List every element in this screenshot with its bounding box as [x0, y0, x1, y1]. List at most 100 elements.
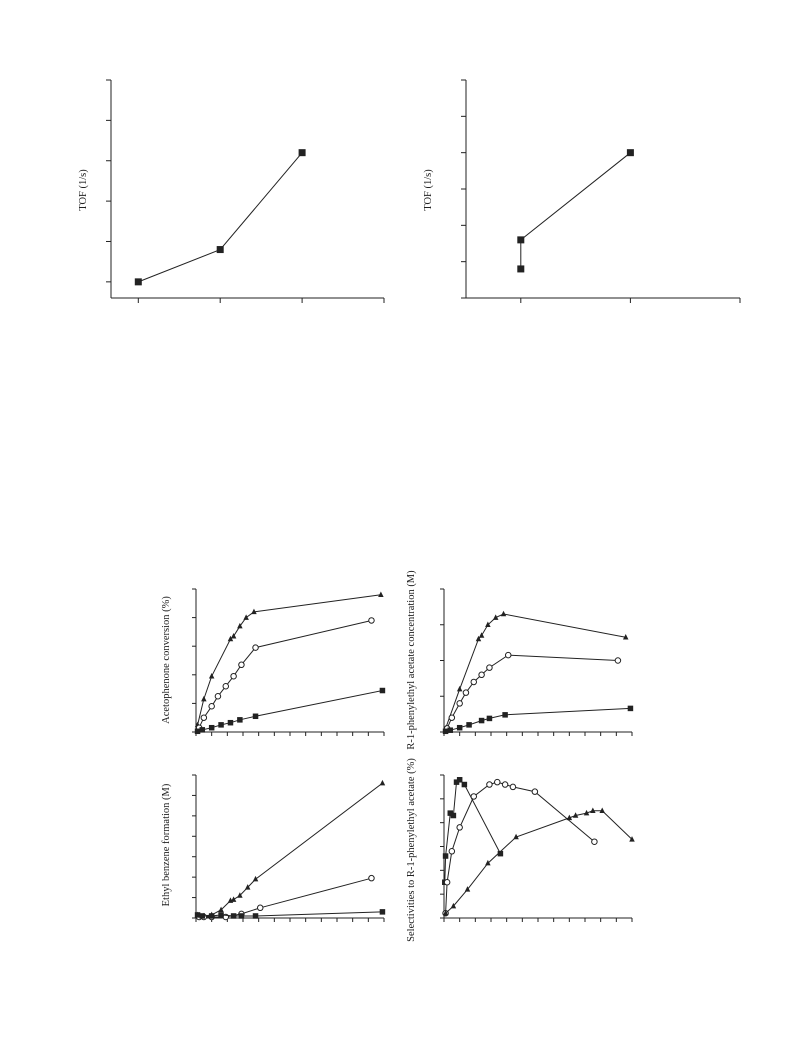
square-data-point [497, 850, 504, 857]
square-data-point [199, 727, 206, 733]
triangle-data-point [572, 812, 579, 818]
triangle-data-point [478, 632, 485, 638]
triangle-data-point [475, 635, 482, 642]
y-axis-label: Selectivities to R-1-phenylethyl acetate… [406, 758, 417, 942]
square-data-point [208, 724, 215, 731]
chart-bottom-left: Ethyl benzene formation (M) [161, 774, 386, 922]
square-series-line [520, 152, 631, 269]
circle-data-point [214, 693, 222, 700]
square-data-point [208, 913, 215, 919]
square-data-point [486, 715, 493, 722]
y-axis-label: Ethyl benzene formation (M) [161, 783, 172, 906]
triangle-series-line [445, 810, 633, 914]
circle-data-point [509, 783, 517, 791]
triangle-data-point [629, 836, 635, 842]
square-data-point [134, 278, 142, 286]
triangle-data-point [622, 634, 629, 640]
square-data-point [194, 728, 201, 735]
square-data-point [517, 236, 525, 244]
square-data-point [237, 717, 243, 723]
triangle-data-point [599, 807, 605, 813]
circle-data-point [462, 689, 470, 696]
y-axis-label: Acetophenone conversion (%) [161, 596, 172, 724]
circle-data-point [494, 778, 501, 786]
circle-data-point [531, 788, 539, 795]
chart-middle-left: Acetophenone conversion (%) [161, 588, 386, 736]
square-data-point [478, 717, 485, 724]
square-data-point [199, 913, 206, 919]
circle-data-point [456, 824, 463, 831]
square-data-point [442, 853, 449, 859]
square-data-point [218, 722, 224, 728]
y-axis-label: TOF (1/s) [423, 169, 434, 211]
circle-data-point [591, 838, 598, 845]
circle-data-point [208, 703, 215, 710]
circle-data-point [222, 682, 230, 690]
square-data-point [227, 719, 234, 726]
chart-top-right: TOF (1/s) [423, 79, 741, 303]
circle-data-point [478, 671, 485, 679]
triangle-data-point [230, 896, 237, 902]
triangle-data-point [218, 906, 224, 913]
square-data-point [447, 810, 454, 816]
circle-series-line [446, 654, 618, 729]
triangle-data-point [237, 892, 243, 898]
triangle-series-line [197, 782, 383, 917]
triangle-data-point [456, 685, 463, 692]
y-axis-label: R-1-phenylethyl acetate concentration (M… [406, 570, 417, 750]
triangle-data-point [230, 632, 237, 639]
circle-data-point [614, 657, 622, 664]
circle-data-point [448, 714, 456, 721]
circle-data-point [470, 678, 478, 686]
triangle-data-point [500, 610, 507, 617]
triangle-data-point [201, 695, 207, 702]
square-data-point [379, 909, 386, 915]
square-data-point [466, 722, 472, 728]
circle-data-point [238, 661, 245, 669]
circle-data-point [200, 714, 208, 721]
triangle-data-point [566, 814, 573, 821]
triangle-data-point [251, 608, 257, 615]
triangle-data-point [583, 809, 590, 816]
square-data-point [502, 712, 508, 718]
circle-data-point [252, 644, 259, 651]
square-data-point [627, 705, 634, 712]
square-series-line [445, 707, 631, 732]
circle-series-line [199, 877, 372, 918]
circle-data-point [230, 672, 237, 680]
triangle-data-point [208, 672, 215, 679]
triangle-data-point [485, 621, 491, 627]
square-series-line [197, 690, 383, 732]
square-data-point [517, 265, 525, 273]
circle-data-point [368, 617, 375, 624]
circle-data-point [448, 848, 456, 855]
triangle-data-point [450, 902, 457, 909]
square-data-point [216, 246, 224, 254]
triangle-data-point [442, 909, 449, 916]
triangle-data-point [513, 833, 519, 840]
circle-series-line [198, 620, 372, 728]
triangle-data-point [378, 591, 384, 597]
square-data-point [442, 728, 449, 735]
square-data-point [230, 913, 237, 919]
square-series-line [138, 152, 303, 283]
circle-data-point [486, 781, 493, 788]
triangle-data-point [227, 635, 234, 642]
square-data-point [379, 687, 386, 694]
circle-data-point [501, 781, 509, 788]
square-data-point [626, 149, 634, 157]
circle-data-point [470, 793, 478, 800]
triangle-data-point [492, 614, 499, 620]
chart-middle-right: R-1-phenylethyl acetate concentration (M… [406, 570, 634, 750]
square-data-point [252, 713, 259, 720]
circle-data-point [368, 874, 375, 882]
square-data-point [252, 913, 259, 919]
circle-data-point [486, 664, 493, 671]
square-data-point [461, 781, 468, 788]
square-data-point [447, 727, 454, 733]
triangle-data-point [237, 622, 243, 629]
triangle-data-point [464, 886, 471, 892]
square-data-point [456, 724, 463, 731]
circle-series-line [445, 781, 595, 914]
